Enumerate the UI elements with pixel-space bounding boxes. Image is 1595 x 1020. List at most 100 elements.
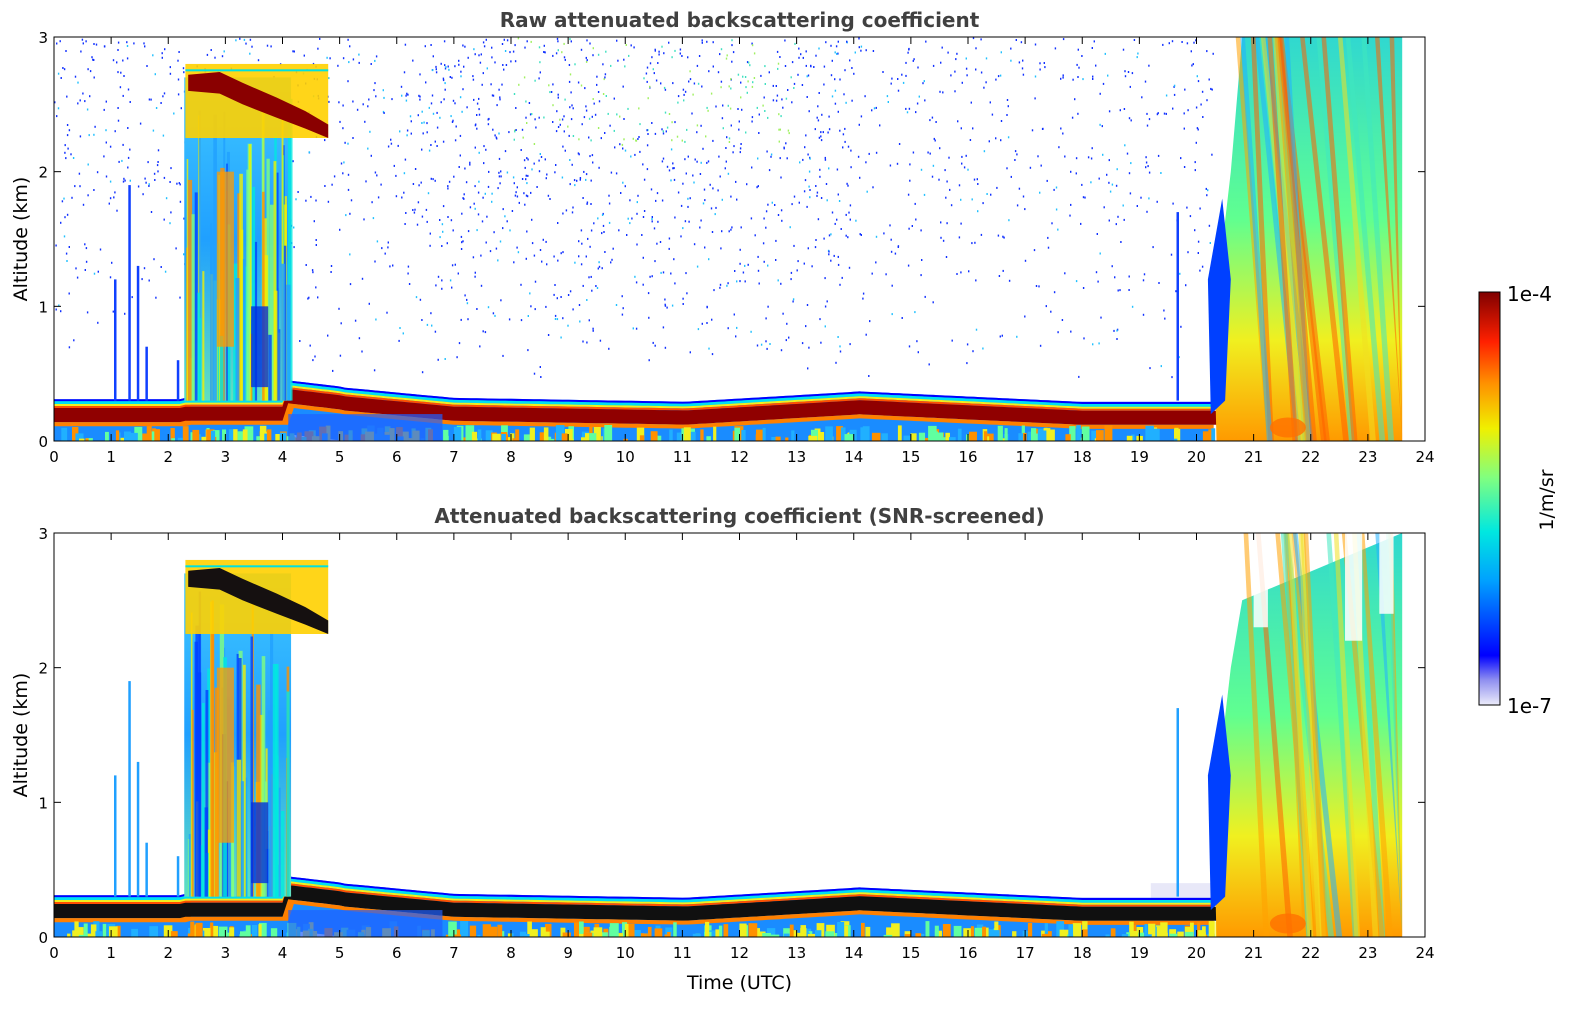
noise-speck — [774, 204, 776, 206]
noise-speck — [1109, 190, 1112, 193]
ground-streak — [771, 437, 777, 441]
noise-speck — [750, 217, 753, 220]
column-streak — [191, 214, 195, 401]
noise-speck — [493, 231, 495, 234]
y-tick-label: 1 — [38, 794, 48, 812]
noise-speck — [864, 95, 866, 98]
noise-speck — [808, 346, 810, 349]
noise-speck — [708, 347, 710, 350]
ground-streak — [1185, 931, 1194, 937]
noise-speck — [672, 167, 674, 170]
noise-speck — [569, 290, 572, 293]
noise-speck — [545, 177, 547, 180]
noise-speck — [722, 104, 724, 107]
noise-speck — [912, 151, 915, 154]
noise-speck — [1107, 74, 1109, 77]
noise-speck — [731, 44, 733, 47]
noise-speck — [1075, 157, 1078, 160]
noise-speck — [521, 128, 524, 131]
noise-speck — [342, 172, 344, 175]
fallstreak — [1333, 533, 1361, 937]
noise-speck — [371, 201, 373, 204]
x-tick-label: 12 — [730, 944, 749, 962]
ground-streak — [560, 927, 566, 937]
noise-speck — [603, 231, 605, 233]
noise-speck — [170, 167, 172, 170]
noise-speck — [682, 303, 684, 305]
noise-speck — [749, 64, 751, 67]
noise-speck — [1115, 223, 1117, 226]
noise-speck — [530, 191, 532, 194]
noise-speck — [664, 346, 667, 349]
noise-speck — [421, 148, 423, 151]
noise-speck — [117, 41, 120, 44]
noise-speck — [875, 261, 877, 264]
noise-speck — [117, 119, 120, 122]
noise-speck — [339, 120, 341, 123]
ground-streak — [542, 931, 550, 937]
noise-speck — [1024, 208, 1026, 211]
x-tick-label: 8 — [506, 944, 516, 962]
noise-speck — [601, 214, 604, 216]
ground-streak — [910, 433, 917, 441]
noise-speck — [407, 272, 409, 275]
noise-speck — [478, 113, 481, 116]
noise-speck — [1077, 112, 1079, 115]
noise-speck — [940, 221, 942, 224]
noise-speck — [460, 235, 463, 238]
ground-streak — [589, 433, 597, 441]
noise-speck — [597, 127, 600, 129]
noise-speck — [1186, 42, 1189, 45]
noise-speck — [303, 54, 305, 57]
noise-speck — [84, 100, 86, 103]
noise-speck — [513, 261, 515, 264]
noise-speck — [434, 179, 436, 182]
thin-vertical — [136, 761, 140, 897]
noise-speck — [591, 115, 593, 118]
ground-streak — [934, 925, 939, 937]
ground-streak — [1201, 932, 1206, 937]
column-orange-core — [216, 667, 234, 843]
ground-streak — [177, 437, 183, 441]
noise-speck — [1077, 76, 1079, 78]
noise-speck — [54, 101, 56, 104]
x-tick-label: 5 — [335, 448, 345, 466]
noise-speck — [672, 82, 674, 85]
noise-speck — [518, 83, 520, 86]
noise-speck — [781, 219, 783, 222]
noise-speck — [162, 95, 164, 98]
noise-speck — [642, 256, 644, 259]
ground-streak — [982, 926, 987, 937]
noise-speck — [719, 283, 722, 286]
noise-speck — [403, 71, 406, 74]
noise-speck — [540, 156, 543, 158]
noise-speck — [764, 83, 766, 85]
noise-speck — [969, 139, 972, 141]
noise-speck — [173, 112, 175, 115]
noise-speck — [457, 272, 459, 275]
chart-title: Raw attenuated backscattering coefficien… — [500, 8, 980, 32]
noise-speck — [704, 246, 706, 249]
noise-speck — [466, 302, 469, 305]
noise-speck — [407, 265, 410, 268]
noise-speck — [538, 159, 540, 162]
noise-speck — [347, 38, 349, 41]
noise-speck — [515, 107, 517, 109]
noise-speck — [775, 239, 777, 242]
noise-speck — [419, 98, 421, 101]
noise-speck — [825, 41, 827, 44]
noise-speck — [696, 265, 699, 268]
noise-speck — [1021, 67, 1024, 70]
noise-speck — [460, 318, 462, 321]
noise-speck — [846, 40, 848, 43]
column-orange-core — [216, 171, 234, 347]
noise-speck — [765, 226, 767, 229]
noise-speck — [841, 276, 843, 279]
noise-speck — [778, 128, 780, 131]
noise-speck — [689, 70, 691, 73]
ground-streak — [741, 430, 746, 441]
noise-speck — [865, 161, 867, 164]
noise-speck — [407, 93, 409, 96]
ground-streak — [922, 437, 931, 441]
noise-speck — [813, 66, 815, 68]
